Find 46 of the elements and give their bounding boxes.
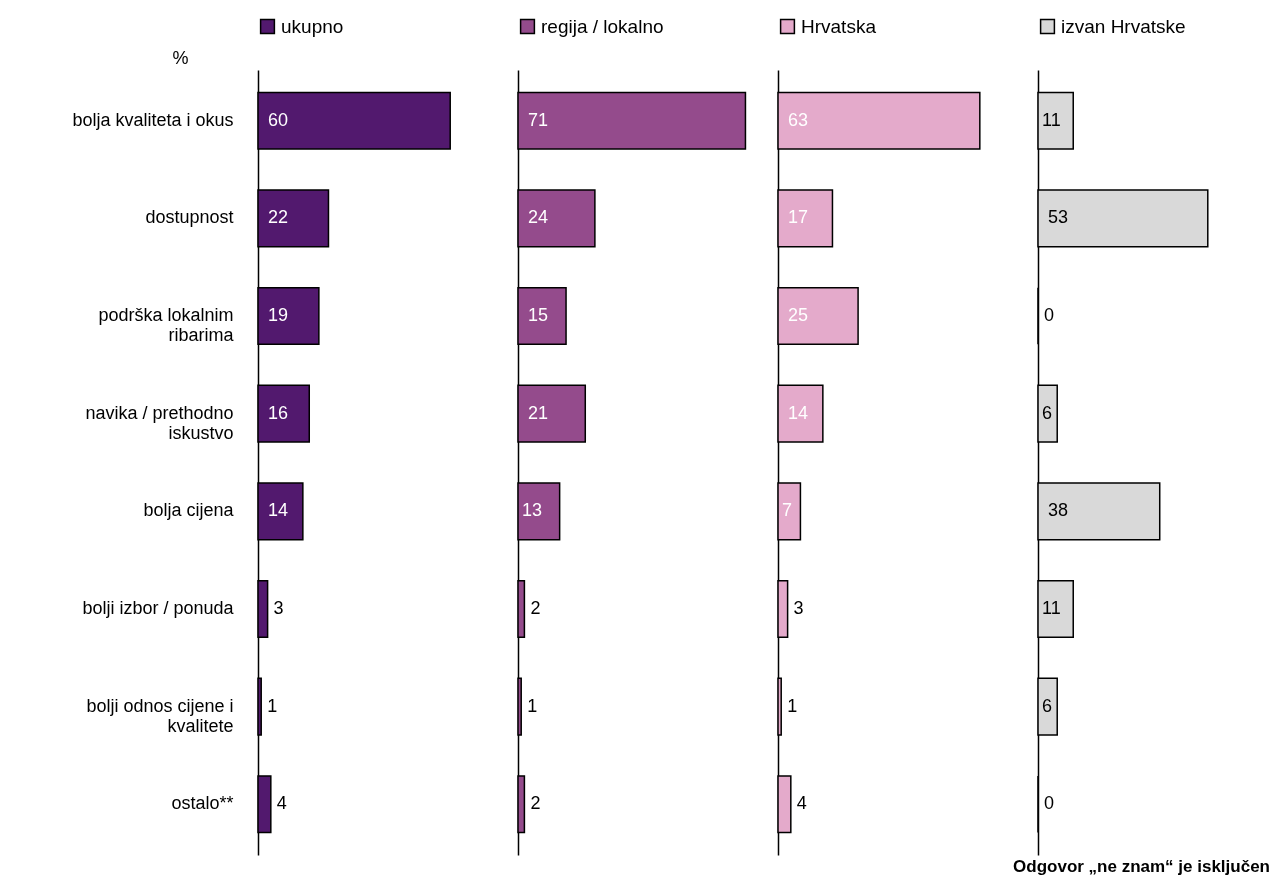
data-label: 60 bbox=[268, 109, 289, 130]
data-label: 7 bbox=[782, 500, 793, 521]
data-label: 2 bbox=[530, 793, 541, 814]
data-label: 6 bbox=[1042, 402, 1053, 423]
data-label: 2 bbox=[530, 597, 541, 618]
legend-label: regija / lokalno bbox=[541, 15, 664, 37]
data-label: 11 bbox=[1042, 109, 1061, 130]
data-label: 38 bbox=[1048, 500, 1069, 521]
data-label: 25 bbox=[788, 305, 809, 326]
legend-label: Hrvatska bbox=[801, 15, 877, 37]
data-label: 1 bbox=[527, 695, 538, 716]
y-tick-label: dostupnost bbox=[145, 207, 234, 228]
data-label: 1 bbox=[267, 695, 278, 716]
data-label: 1 bbox=[787, 695, 798, 716]
y-tick-label: ostalo** bbox=[171, 793, 234, 814]
y-tick-label: bolja kvaliteta i okus bbox=[72, 109, 234, 130]
data-label: 0 bbox=[1044, 793, 1055, 814]
legend-label: izvan Hrvatske bbox=[1061, 15, 1186, 37]
y-tick-label: bolja cijena bbox=[143, 500, 235, 521]
y-tick-label: bolji izbor / ponuda bbox=[82, 597, 235, 618]
data-label: 13 bbox=[522, 500, 543, 521]
data-label: 71 bbox=[528, 109, 549, 130]
data-label: 11 bbox=[1042, 597, 1061, 618]
data-label: 3 bbox=[273, 597, 284, 618]
data-label: 4 bbox=[276, 793, 287, 814]
y-tick-label: podrška lokalnim ribarima bbox=[98, 305, 235, 346]
data-label: 3 bbox=[793, 597, 804, 618]
data-label: 14 bbox=[268, 500, 289, 521]
data-label: 14 bbox=[788, 402, 809, 423]
data-label: 22 bbox=[268, 207, 289, 228]
data-label: 21 bbox=[528, 402, 549, 423]
data-label: 63 bbox=[788, 109, 809, 130]
data-label: 17 bbox=[788, 207, 809, 228]
data-label: 16 bbox=[268, 402, 289, 423]
data-label: 24 bbox=[528, 207, 549, 228]
data-label: 15 bbox=[528, 305, 549, 326]
data-label: 4 bbox=[796, 793, 807, 814]
data-label: 19 bbox=[268, 305, 289, 326]
data-label: 0 bbox=[1044, 305, 1055, 326]
y-tick-label: navika / prethodno iskustvo bbox=[85, 402, 234, 443]
y-tick-label: bolji odnos cijene i kvalitete bbox=[86, 695, 234, 736]
legend-label: ukupno bbox=[281, 15, 344, 37]
y-axis-title: % bbox=[172, 47, 189, 68]
data-label: 53 bbox=[1048, 207, 1069, 228]
data-label: 6 bbox=[1042, 695, 1053, 716]
text: Odgovor „ne znam“ je isključen bbox=[1013, 857, 1270, 876]
